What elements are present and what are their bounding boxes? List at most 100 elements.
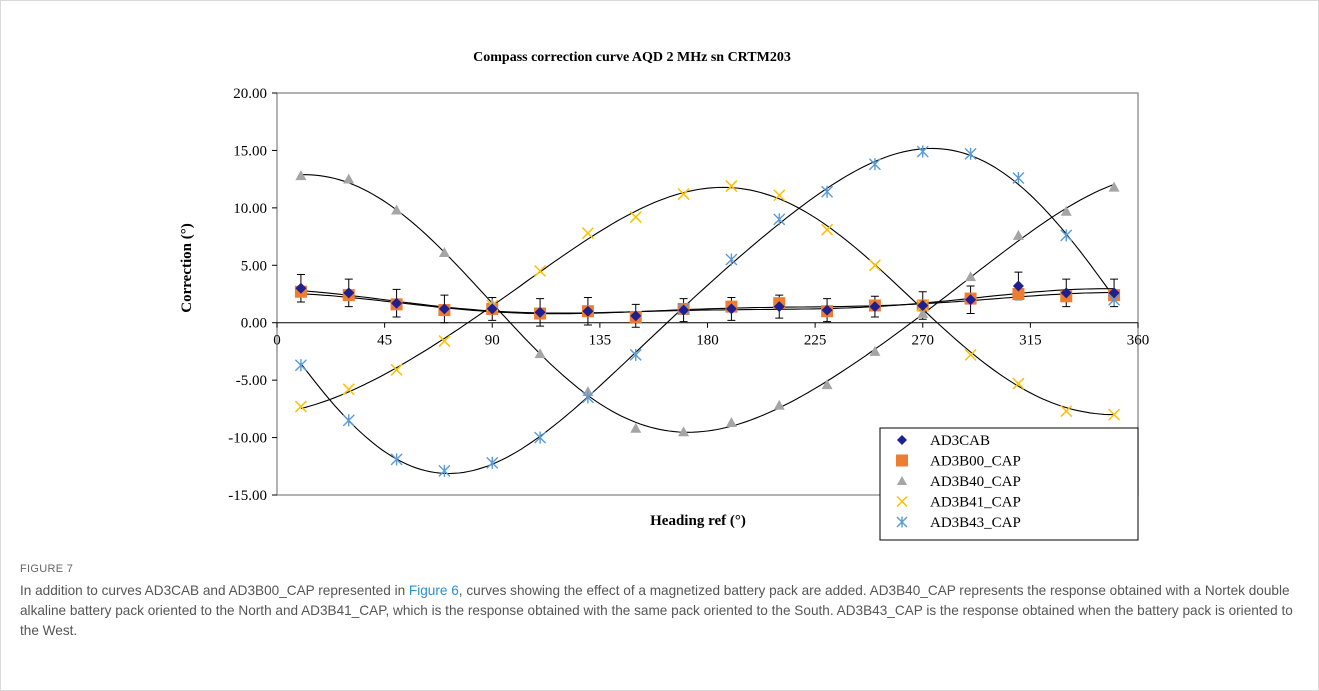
data-point-ad3b40_cap xyxy=(1060,205,1072,216)
legend-label: AD3B43_CAP xyxy=(930,515,1021,531)
figure-caption: FIGURE 7 In addition to curves AD3CAB an… xyxy=(20,563,1305,641)
legend-label: AD3B41_CAP xyxy=(930,495,1021,511)
data-point-ad3b41_cap xyxy=(342,383,355,396)
legend-label: AD3B00_CAP xyxy=(930,454,1021,470)
data-point-ad3b41_cap xyxy=(964,348,977,361)
data-point-ad3b40_cap xyxy=(295,170,307,181)
data-point-ad3cab xyxy=(582,305,594,317)
data-point-ad3b41_cap xyxy=(1012,377,1025,390)
legend-swatch-ad3b40_cap xyxy=(897,476,907,485)
legend-swatch-ad3b43_cap xyxy=(896,516,908,528)
data-point-ad3b40_cap xyxy=(869,345,881,356)
data-point-ad3b40_cap xyxy=(678,426,690,437)
data-point-ad3b41_cap xyxy=(773,189,786,202)
y-axis-label: Correction (°) xyxy=(179,223,195,312)
legend-label: AD3CAB xyxy=(930,433,990,449)
caption-before: In addition to curves AD3CAB and AD3B00_… xyxy=(20,583,409,598)
y-tick-label: 15.00 xyxy=(233,143,267,159)
legend-swatch-ad3b41_cap xyxy=(896,495,908,508)
data-point-ad3b43_cap xyxy=(581,391,594,404)
data-point-ad3b40_cap xyxy=(582,386,594,397)
data-point-ad3cab xyxy=(678,304,690,316)
data-point-ad3cab xyxy=(486,303,498,315)
data-point-ad3b40_cap xyxy=(534,348,546,359)
caption-text: In addition to curves AD3CAB and AD3B00_… xyxy=(20,581,1305,641)
data-point-ad3cab xyxy=(1108,287,1120,299)
data-point-ad3b43_cap xyxy=(773,213,786,226)
data-point-ad3b40_cap xyxy=(965,271,977,282)
data-point-ad3b40_cap xyxy=(630,422,642,433)
data-point-ad3b41_cap xyxy=(390,363,403,376)
data-point-ad3cab xyxy=(725,303,737,315)
data-point-ad3b40_cap xyxy=(773,399,785,410)
data-point-ad3cab xyxy=(821,304,833,316)
data-point-ad3cab xyxy=(869,301,881,313)
data-point-ad3b43_cap xyxy=(725,253,738,266)
data-point-ad3b40_cap xyxy=(1012,229,1024,240)
x-tick-label: 135 xyxy=(589,333,612,349)
data-point-ad3cab xyxy=(965,294,977,306)
y-tick-label: 20.00 xyxy=(233,86,267,102)
legend: AD3CAB AD3B00_CAP AD3B40_CAP AD3B41_CAP AD3B… xyxy=(879,427,1139,541)
data-point-ad3b41_cap xyxy=(629,211,642,224)
x-tick-label: 45 xyxy=(377,333,392,349)
data-point-ad3b43_cap xyxy=(486,456,499,469)
data-point-ad3b41_cap xyxy=(294,400,307,413)
y-tick-label: -10.00 xyxy=(228,431,267,447)
data-point-ad3b43_cap xyxy=(1060,229,1073,242)
data-point-ad3b43_cap xyxy=(534,431,547,444)
data-point-ad3cab xyxy=(534,306,546,318)
y-tick-label: 0.00 xyxy=(241,316,267,332)
data-point-ad3cab xyxy=(1060,287,1072,299)
data-point-ad3cab xyxy=(917,299,929,311)
y-tick-label: 5.00 xyxy=(241,258,267,274)
data-point-ad3cab xyxy=(773,301,785,313)
data-point-ad3b43_cap xyxy=(629,348,642,361)
trend-line-ad3b00_cap xyxy=(300,291,1115,315)
data-point-ad3b43_cap xyxy=(390,453,403,466)
data-point-ad3b41_cap xyxy=(534,264,547,278)
data-point-ad3cab xyxy=(1012,280,1024,292)
trend-line-ad3cab xyxy=(300,288,1115,314)
data-point-ad3b40_cap xyxy=(725,417,737,428)
plot-border xyxy=(276,92,1139,496)
x-tick-label: 225 xyxy=(804,333,827,349)
legend-box xyxy=(879,427,1139,541)
data-point-ad3b43_cap xyxy=(964,147,977,160)
trend-line-ad3b41_cap xyxy=(300,186,1115,416)
data-point-ad3b41_cap xyxy=(821,223,834,236)
legend-swatch-ad3cab xyxy=(897,435,907,445)
data-point-ad3b40_cap xyxy=(821,379,833,390)
data-point-ad3cab xyxy=(343,287,355,299)
x-axis-label: Heading ref (°) xyxy=(650,513,746,529)
data-point-ad3b43_cap xyxy=(1012,171,1025,185)
data-point-ad3b43_cap xyxy=(868,158,881,171)
data-point-ad3b43_cap xyxy=(916,145,929,158)
x-tick-label: 360 xyxy=(1127,333,1150,349)
figure-6-link[interactable]: Figure 6 xyxy=(408,583,459,598)
x-tick-label: 315 xyxy=(1019,333,1042,349)
data-point-ad3b40_cap xyxy=(917,308,929,318)
data-point-ad3cab xyxy=(295,282,307,294)
data-point-ad3cab xyxy=(630,310,642,322)
data-point-ad3b40_cap xyxy=(343,173,355,184)
x-tick-label: 0 xyxy=(273,333,281,349)
trend-line-ad3b43_cap xyxy=(300,147,1115,475)
data-point-ad3b40_cap xyxy=(391,204,403,215)
y-tick-label: -15.00 xyxy=(228,488,267,504)
data-point-ad3b41_cap xyxy=(677,188,690,201)
data-point-ad3b41_cap xyxy=(581,227,594,240)
data-point-ad3b40_cap xyxy=(1108,181,1120,192)
data-point-ad3b41_cap xyxy=(438,335,451,348)
data-point-ad3b43_cap xyxy=(342,414,355,427)
x-tick-label: 180 xyxy=(696,333,719,349)
x-tick-label: 90 xyxy=(485,333,500,349)
data-point-ad3b43_cap xyxy=(821,185,834,198)
y-tick-label: -5.00 xyxy=(236,373,267,389)
data-point-ad3b43_cap xyxy=(294,359,307,372)
legend-swatch-ad3b00_cap xyxy=(896,454,908,467)
x-tick-label: 270 xyxy=(912,333,935,349)
chart: Compass correction curve AQD 2 MHz sn CR… xyxy=(179,50,1150,541)
data-point-ad3cab xyxy=(391,297,403,309)
data-point-ad3b41_cap xyxy=(1060,405,1073,418)
